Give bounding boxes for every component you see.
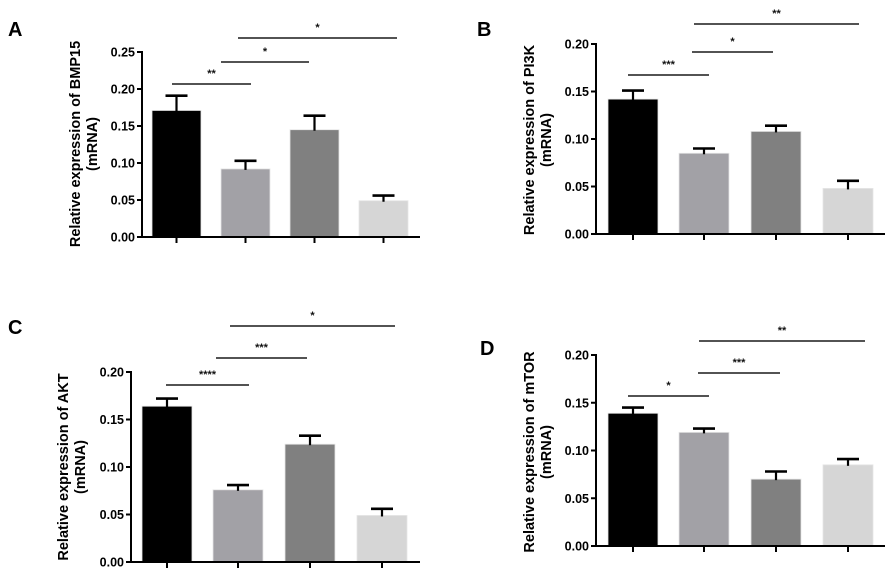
y-axis-label: Relative expression of PI3K [522,44,538,235]
bar [151,110,202,238]
y-axis-unit-label: (mRNA) [539,113,555,167]
y-tick-label: 0.00 [100,556,124,570]
panel-b: B Relative expression of PI3K (mRNA) 0.00 0.… [477,8,885,242]
panel-d: D Relative expression of mTOR (mRNA) 0.00 0.… [480,325,885,554]
y-axis-label: Relative expression of AKT [56,373,72,560]
y-tick-label: 0.10 [111,157,135,171]
y-tick-label: 0.00 [565,540,589,554]
panel-letter: D [480,338,494,360]
significance-label: **** [199,369,217,381]
y-tick-label: 0.10 [100,461,124,475]
bar [678,431,730,547]
significance-label: ** [772,8,781,20]
bar [678,152,730,235]
bar [607,412,659,547]
bar [212,489,264,563]
significance-label: * [315,22,320,34]
panel-c: C Relative expression of AKT (mRNA) 0.00 0.0… [8,310,420,570]
y-axis-unit-label: (mRNA) [73,440,89,494]
y-tick-label: 0.20 [100,366,124,380]
y-tick-label: 0.15 [565,85,589,99]
significance-label: ** [207,68,216,80]
y-axis-label: Relative expression of BMP15 [68,41,84,247]
panel-letter: A [8,19,22,41]
y-tick-label: 0.05 [565,180,589,194]
bar [607,98,659,235]
significance-label: *** [662,59,676,71]
significance-label: *** [255,342,269,354]
y-tick-label: 0.15 [100,413,124,427]
significance-label: *** [733,357,747,369]
y-tick-label: 0.10 [565,133,589,147]
panel-letter: C [8,317,22,339]
y-tick-label: 0.25 [111,46,135,60]
significance-label: * [310,310,315,322]
y-tick-label: 0.00 [111,231,135,245]
bar [358,200,409,238]
significance-label: ** [778,325,787,337]
bar [750,130,802,235]
y-axis-unit-label: (mRNA) [85,117,101,171]
y-tick-label: 0.05 [565,492,589,506]
significance-label: * [730,36,735,48]
significance-label: * [263,46,268,58]
y-tick-label: 0.15 [565,396,589,410]
panel-a: A Relative expression of BMP15 (mRNA) 0.00 0… [8,19,420,247]
bar [289,129,340,238]
y-tick-label: 0.20 [111,83,135,97]
bar [750,478,802,547]
panel-letter: B [477,19,491,41]
y-axis-unit-label: (mRNA) [539,425,555,479]
y-tick-label: 0.05 [100,508,124,522]
y-tick-label: 0.10 [565,444,589,458]
y-tick-label: 0.00 [565,228,589,242]
bar [822,187,874,235]
bar [822,464,874,547]
significance-label: * [666,380,671,392]
bar [284,443,336,563]
bar [356,515,408,563]
bar [141,405,193,563]
y-tick-label: 0.20 [565,349,589,363]
y-tick-label: 0.20 [565,38,589,52]
y-tick-label: 0.05 [111,194,135,208]
y-tick-label: 0.15 [111,120,135,134]
bar [220,168,271,238]
y-axis-label: Relative expression of mTOR [522,351,538,553]
